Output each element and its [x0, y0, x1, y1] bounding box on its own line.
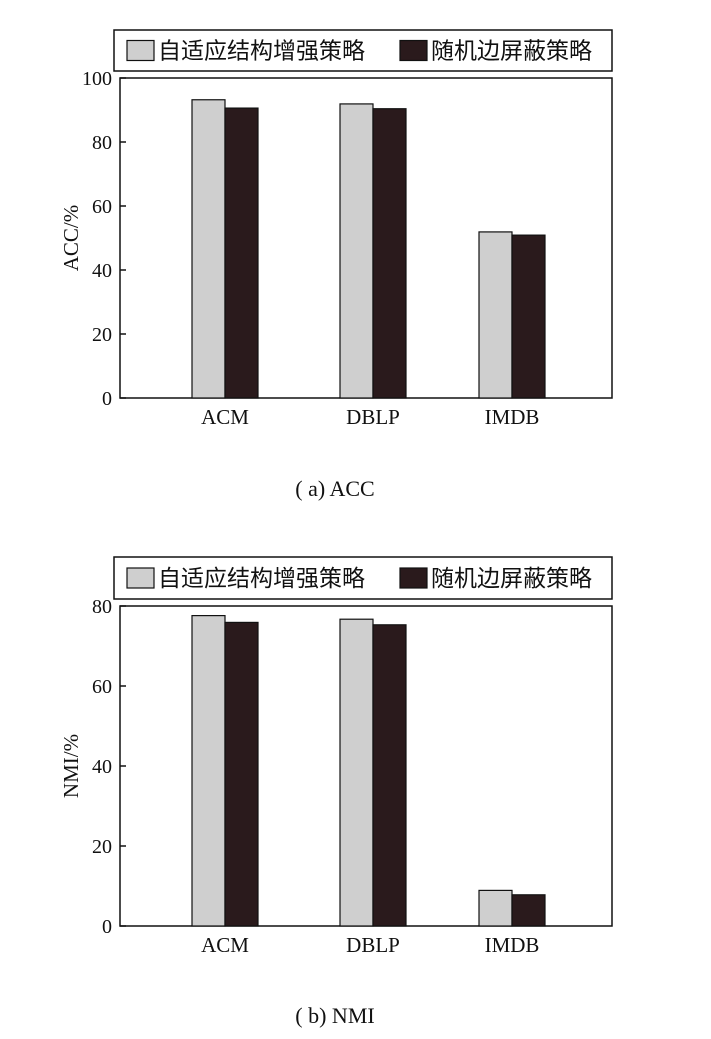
chart-caption: ( a) ACC — [295, 476, 374, 501]
y-tick-label: 80 — [92, 132, 112, 154]
y-tick-label: 0 — [102, 916, 112, 938]
x-tick-label: IMDB — [485, 405, 540, 429]
bar-imdb-series-b — [511, 894, 546, 927]
bar-dblp-series-a — [339, 103, 374, 399]
x-tick-label: IMDB — [485, 933, 540, 957]
legend-swatch-series-b — [399, 39, 428, 62]
chart-panel-1: 自适应结构增强策略 随机边屏蔽策略 0 20 40 60 80 100 ACC/% ACM DBLP… — [59, 29, 613, 501]
bar-acm-series-b — [224, 621, 259, 927]
chart-caption: ( b) NMI — [295, 1003, 374, 1028]
legend-swatch-series-a — [126, 567, 155, 589]
bar-acm-series-a — [191, 614, 226, 927]
y-tick-label: 40 — [92, 260, 112, 282]
x-tick-label: DBLP — [346, 405, 400, 429]
legend-label-series-a: 自适应结构增强策略 — [158, 566, 365, 591]
y-axis-label: NMI/% — [59, 734, 83, 798]
bar-dblp-series-b — [372, 624, 407, 927]
legend: 自适应结构增强策略 随机边屏蔽策略 — [113, 556, 613, 600]
x-tick-label: ACM — [201, 405, 249, 429]
chart-panel-2: 自适应结构增强策略 随机边屏蔽策略 0 20 40 60 80 NMI/% ACM DBLP IMD… — [59, 556, 613, 1028]
y-tick-label: 80 — [92, 596, 112, 618]
legend-swatch-series-b — [399, 567, 428, 589]
bar-dblp-series-b — [372, 108, 407, 399]
y-tick-label: 60 — [92, 676, 112, 698]
legend-label-series-a: 自适应结构增强策略 — [158, 39, 365, 64]
y-tick-label: 20 — [92, 324, 112, 346]
y-tick-label: 60 — [92, 196, 112, 218]
bar-imdb-series-b — [511, 234, 546, 399]
y-tick-label: 100 — [82, 68, 112, 90]
legend-frame — [113, 556, 613, 600]
x-tick-label: DBLP — [346, 933, 400, 957]
legend-frame — [113, 29, 613, 72]
legend-label-series-b: 随机边屏蔽策略 — [431, 566, 592, 591]
legend-swatch-series-a — [126, 39, 155, 62]
bar-acm-series-a — [191, 99, 226, 399]
x-tick-label: ACM — [201, 933, 249, 957]
y-tick-label: 20 — [92, 836, 112, 858]
bar-acm-series-b — [224, 107, 259, 399]
y-tick-label: 0 — [102, 388, 112, 410]
legend: 自适应结构增强策略 随机边屏蔽策略 — [113, 29, 613, 72]
legend-label-series-b: 随机边屏蔽策略 — [431, 39, 592, 64]
bar-imdb-series-a — [478, 889, 513, 927]
y-axis-label: ACC/% — [59, 205, 83, 272]
y-tick-label: 40 — [92, 756, 112, 778]
bar-imdb-series-a — [478, 231, 513, 399]
bar-dblp-series-a — [339, 618, 374, 927]
